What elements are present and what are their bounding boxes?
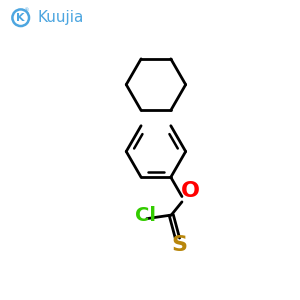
Text: K: K	[16, 13, 25, 23]
Text: Kuujia: Kuujia	[37, 10, 83, 25]
Text: Cl: Cl	[135, 206, 156, 225]
Text: O: O	[181, 181, 200, 201]
Text: S: S	[171, 235, 187, 255]
Text: ®: ®	[23, 9, 29, 14]
